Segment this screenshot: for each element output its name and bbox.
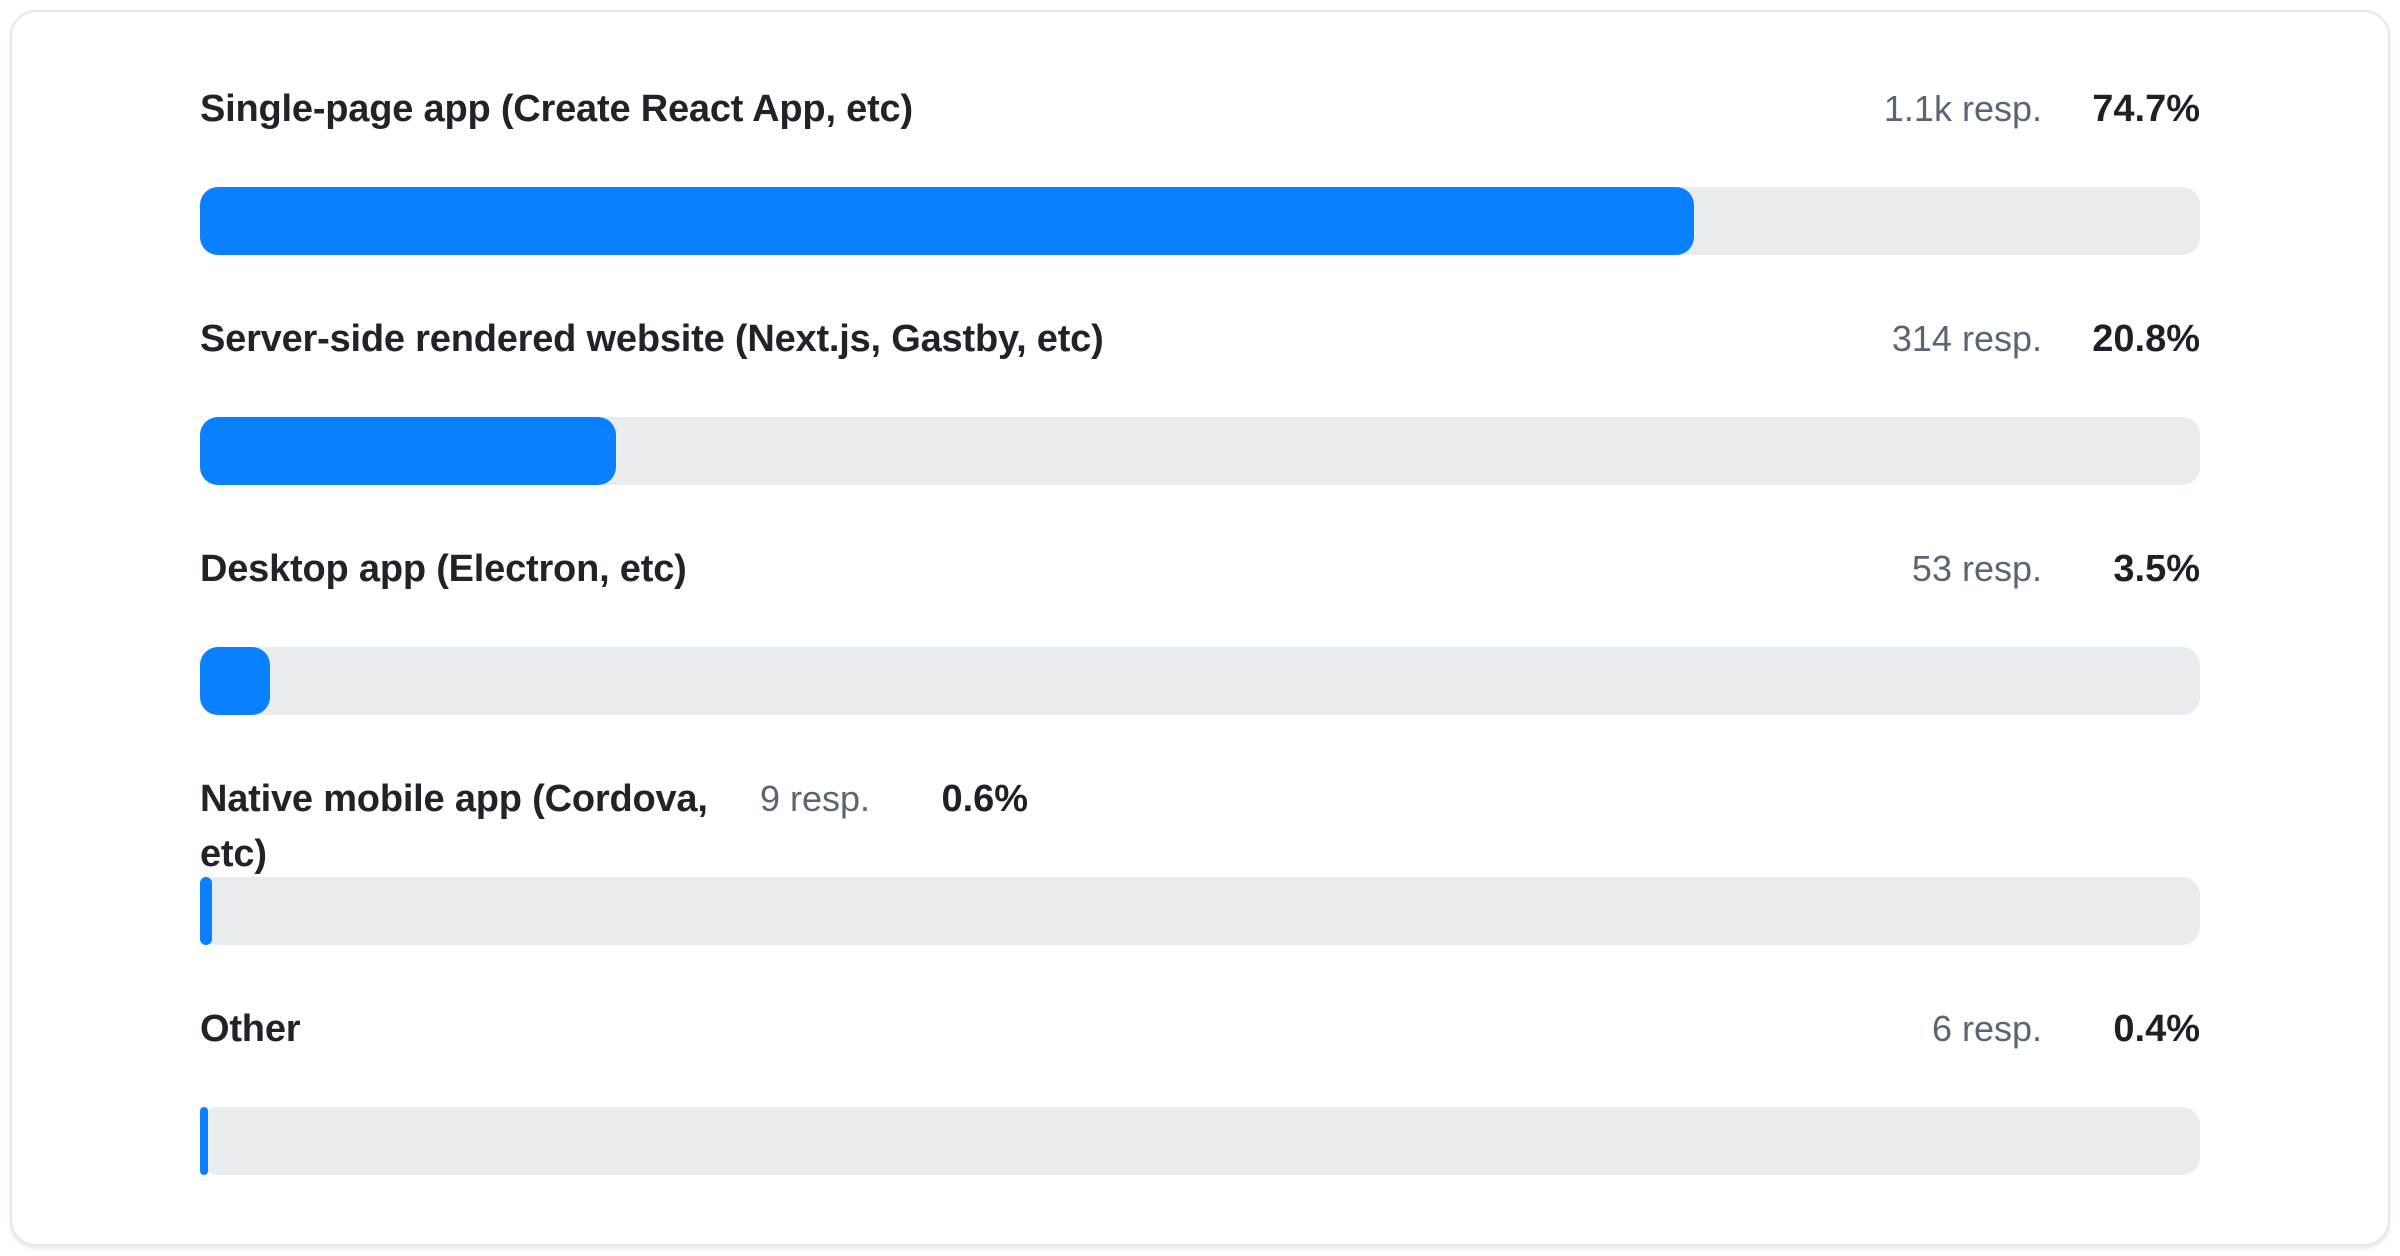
answer-row: Native mobile app (Cordova, etc) 9 resp.… [200, 772, 2200, 945]
answer-row-header: Single-page app (Create React App, etc) … [200, 82, 2200, 187]
answer-row: Single-page app (Create React App, etc) … [200, 82, 2200, 255]
response-count: 6 resp. [1931, 1008, 2042, 1049]
percent-value: 0.4% [2113, 1008, 2200, 1050]
response-count: 1.1k resp. [1883, 88, 2042, 129]
answer-row: Other 6 resp. 0.4% [200, 1002, 2200, 1175]
bar-track [200, 187, 2200, 255]
percent-value: 74.7% [2092, 88, 2200, 130]
bar-track [200, 417, 2200, 485]
bar-fill [200, 1107, 208, 1175]
answer-label: Other [200, 1008, 301, 1050]
answer-row-header: Desktop app (Electron, etc) 53 resp. 3.5… [200, 542, 2200, 647]
answer-row-header: Other 6 resp. 0.4% [200, 1002, 2200, 1107]
bar-fill [200, 647, 270, 715]
response-count: 314 resp. [1891, 318, 2042, 359]
survey-results-card: Single-page app (Create React App, etc) … [10, 10, 2390, 1246]
bar-track [200, 1107, 2200, 1175]
answer-row: Server-side rendered website (Next.js, G… [200, 312, 2200, 485]
percent-value: 3.5% [2113, 548, 2200, 590]
bar-fill [200, 187, 1694, 255]
answer-row-header: Server-side rendered website (Next.js, G… [200, 312, 2200, 417]
response-count: 53 resp. [1911, 548, 2042, 589]
percent-value: 20.8% [2092, 318, 2200, 360]
answer-label: Desktop app (Electron, etc) [200, 548, 687, 590]
answer-row: Desktop app (Electron, etc) 53 resp. 3.5… [200, 542, 2200, 715]
response-count: 9 resp. [760, 778, 871, 819]
answer-row-header: Native mobile app (Cordova, etc) 9 resp.… [200, 772, 2200, 877]
bar-fill [200, 877, 212, 945]
answer-label: Native mobile app (Cordova, etc) [200, 778, 708, 875]
answer-label: Single-page app (Create React App, etc) [200, 88, 913, 130]
percent-value: 0.6% [941, 778, 1029, 820]
answer-label: Server-side rendered website (Next.js, G… [200, 318, 1104, 360]
bar-track [200, 877, 2200, 945]
bar-fill [200, 417, 616, 485]
bar-track [200, 647, 2200, 715]
